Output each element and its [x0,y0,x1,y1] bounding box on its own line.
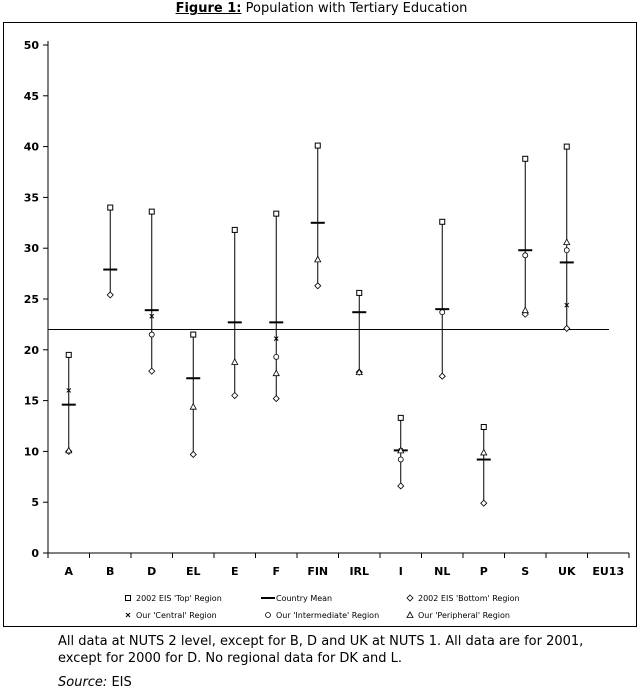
point-cross [149,313,155,319]
x-tick-label: I [399,565,403,578]
legend-label: 2002 EIS 'Bottom' Region [418,594,520,603]
point-square [522,155,529,162]
source-line: Source: EIS [58,675,132,690]
figure-title-text: Population with Tertiary Education [241,1,468,16]
point-triangle [480,448,488,456]
figure-title: Figure 1: Population with Tertiary Educa… [0,1,643,16]
point-square [107,204,114,211]
x-tick-label: A [64,565,73,578]
point-square [314,142,321,149]
point-circle [148,331,155,338]
x-tick-label: E [231,565,239,578]
x-tick-label: EU13 [592,565,624,578]
y-tick-label: 5 [31,496,39,509]
y-tick-label: 15 [24,395,39,408]
point-diamond [314,282,322,290]
y-tick-label: 45 [24,90,39,103]
point-square [397,414,404,421]
point-triangle [272,369,280,377]
y-tick-label: 50 [24,39,40,52]
x-tick-label: FIN [307,565,328,578]
y-tick-label: 10 [24,445,40,458]
point-diamond [106,291,114,299]
x-tick-label: IRL [349,565,369,578]
point-triangle [65,446,73,454]
point-square [231,226,238,233]
point-square [273,210,280,217]
legend-marker-diamond [406,594,414,602]
point-square [439,218,446,225]
point-diamond [480,499,488,507]
point-cross [66,388,72,393]
x-tick-label: F [272,565,280,578]
legend-marker-circle [265,612,271,618]
legend-label: Our 'Central' Region [136,611,217,620]
x-tick-label: S [521,565,529,578]
point-circle [439,309,446,316]
legend-marker-cross [125,612,131,618]
point-triangle [231,358,239,365]
legend-label: Our 'Intermediate' Region [276,611,379,620]
point-circle [522,252,529,259]
point-diamond [272,395,280,403]
point-diamond [563,324,571,333]
chart-frame [3,22,637,627]
y-tick-label: 35 [24,191,39,204]
point-diamond [148,367,156,375]
x-tick-label: EL [186,565,201,578]
y-tick-label: 40 [24,141,40,154]
x-tick-label: B [106,565,114,578]
y-tick-label: 25 [24,293,39,306]
point-circle [273,354,280,360]
point-square [190,331,197,338]
point-diamond [231,391,239,400]
y-tick-label: 30 [24,242,40,255]
figure-number: Figure 1: [175,1,242,16]
point-square [480,424,487,431]
point-cross [273,336,279,341]
legend-marker-triangle [406,611,414,618]
point-circle [397,456,404,463]
point-square [65,351,72,358]
x-tick-label: P [480,565,488,578]
point-triangle [521,306,529,314]
x-tick-label: D [147,565,156,578]
point-triangle [563,238,571,246]
point-triangle [397,446,405,454]
y-tick-label: 20 [24,344,40,357]
point-diamond [397,482,405,490]
point-circle [563,247,570,254]
chart-notes: All data at NUTS 2 level, except for B, … [58,634,584,666]
source-value: EIS [107,675,132,690]
point-square [563,143,570,150]
legend-marker-square [125,595,131,601]
legend-label: Our 'Peripheral' Region [418,611,510,620]
x-tick-label: NL [434,565,450,578]
point-cross [564,302,570,308]
x-tick-label: UK [558,565,576,578]
legend-label: 2002 EIS 'Top' Region [136,594,222,603]
point-diamond [438,372,446,380]
point-triangle [189,402,197,410]
legend-label: Country Mean [276,594,332,603]
point-square [148,208,155,215]
point-triangle [314,255,322,263]
source-label: Source: [58,675,108,690]
point-diamond [189,450,197,459]
point-square [356,289,363,296]
point-triangle [355,368,363,376]
y-tick-label: 0 [31,547,39,560]
